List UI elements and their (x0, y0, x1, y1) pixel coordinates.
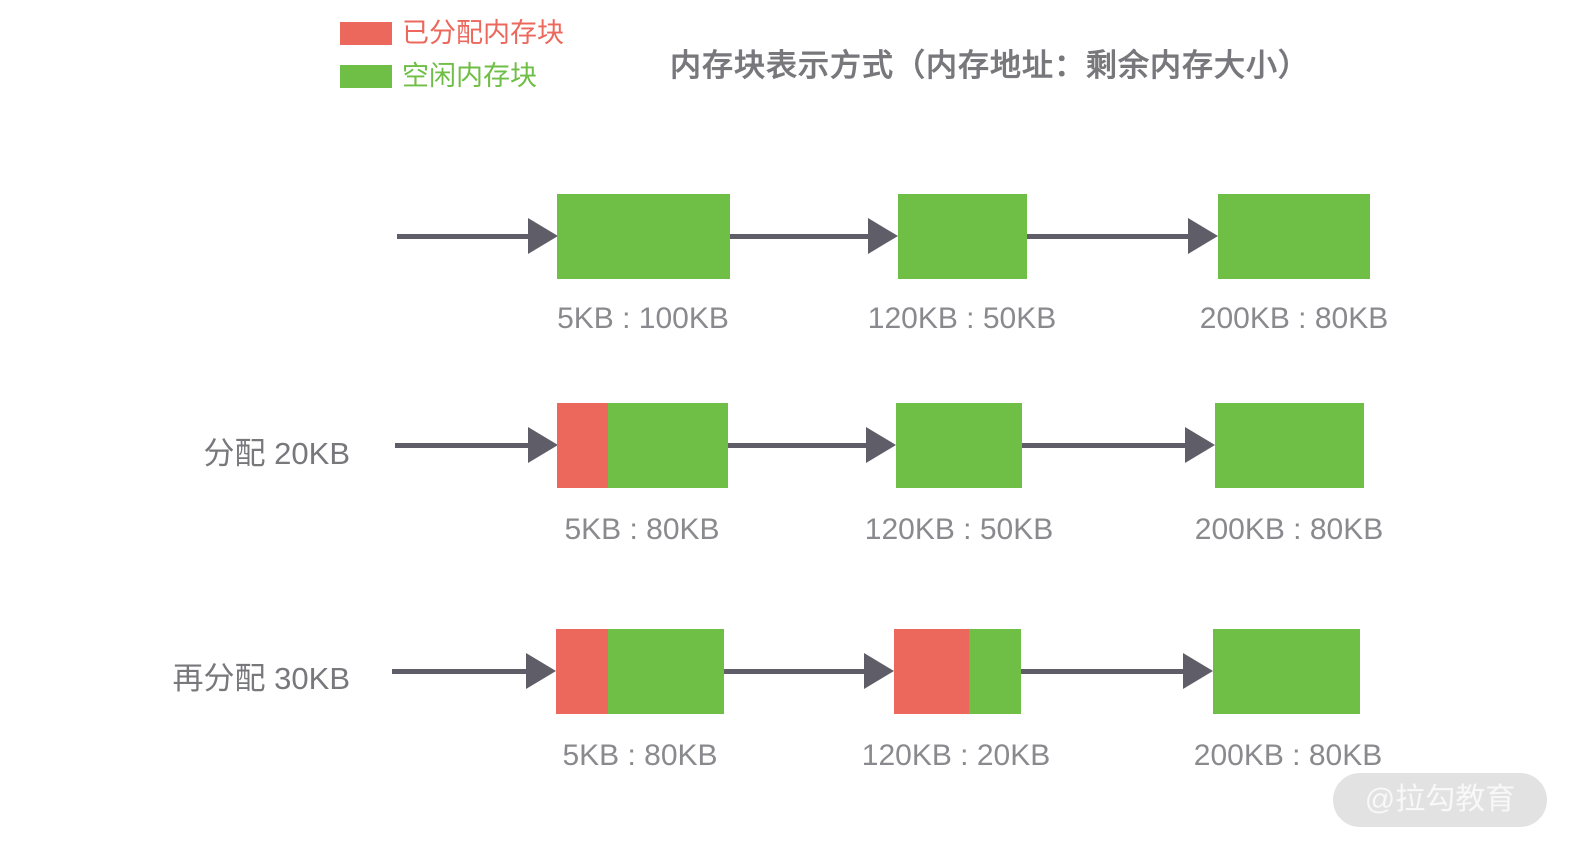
arrow-shaft (730, 234, 868, 239)
allocated-portion (894, 629, 969, 714)
arrow-head-icon (1185, 427, 1215, 463)
block-caption: 5KB : 80KB (562, 739, 718, 772)
arrow-head-icon (528, 218, 558, 254)
arrow-head-icon (528, 427, 558, 463)
allocated-portion (556, 629, 609, 714)
row-label: 再分配 30KB (172, 661, 350, 696)
legend-swatch-allocated (340, 22, 392, 45)
memory-block (557, 403, 728, 488)
arrow-head-icon (866, 427, 896, 463)
memory-block (894, 629, 1021, 714)
memory-block (1215, 403, 1364, 488)
memory-block (556, 629, 724, 714)
arrow-head-icon (864, 653, 894, 689)
block-caption: 120KB : 20KB (861, 739, 1051, 772)
block-caption: 200KB : 80KB (1199, 302, 1389, 335)
arrow-head-icon (1188, 218, 1218, 254)
block-caption: 120KB : 50KB (864, 513, 1054, 546)
allocated-portion (557, 403, 609, 488)
arrow-shaft (724, 669, 864, 674)
watermark-badge: @拉勾教育 (1333, 773, 1547, 827)
arrow-shaft (395, 443, 528, 448)
memory-block (1218, 194, 1370, 279)
arrow-shaft (728, 443, 866, 448)
row-label: 分配 20KB (203, 436, 350, 471)
legend-label-free: 空闲内存块 (402, 61, 537, 91)
arrow-shaft (392, 669, 526, 674)
arrow-head-icon (526, 653, 556, 689)
memory-block (557, 194, 730, 279)
diagram-title: 内存块表示方式（内存地址：剩余内存大小） (670, 48, 1310, 83)
block-caption: 5KB : 100KB (557, 302, 729, 335)
block-caption: 5KB : 80KB (564, 513, 720, 546)
legend-label-allocated: 已分配内存块 (402, 18, 564, 48)
arrow-shaft (397, 234, 528, 239)
arrow-shaft (1021, 669, 1183, 674)
block-caption: 120KB : 50KB (867, 302, 1057, 335)
legend-swatch-free (340, 65, 392, 88)
arrow-head-icon (1183, 653, 1213, 689)
memory-block (896, 403, 1022, 488)
block-caption: 200KB : 80KB (1194, 513, 1384, 546)
arrow-shaft (1022, 443, 1185, 448)
arrow-head-icon (868, 218, 898, 254)
memory-block (1213, 629, 1360, 714)
block-caption: 200KB : 80KB (1193, 739, 1383, 772)
memory-block (898, 194, 1027, 279)
arrow-shaft (1027, 234, 1188, 239)
